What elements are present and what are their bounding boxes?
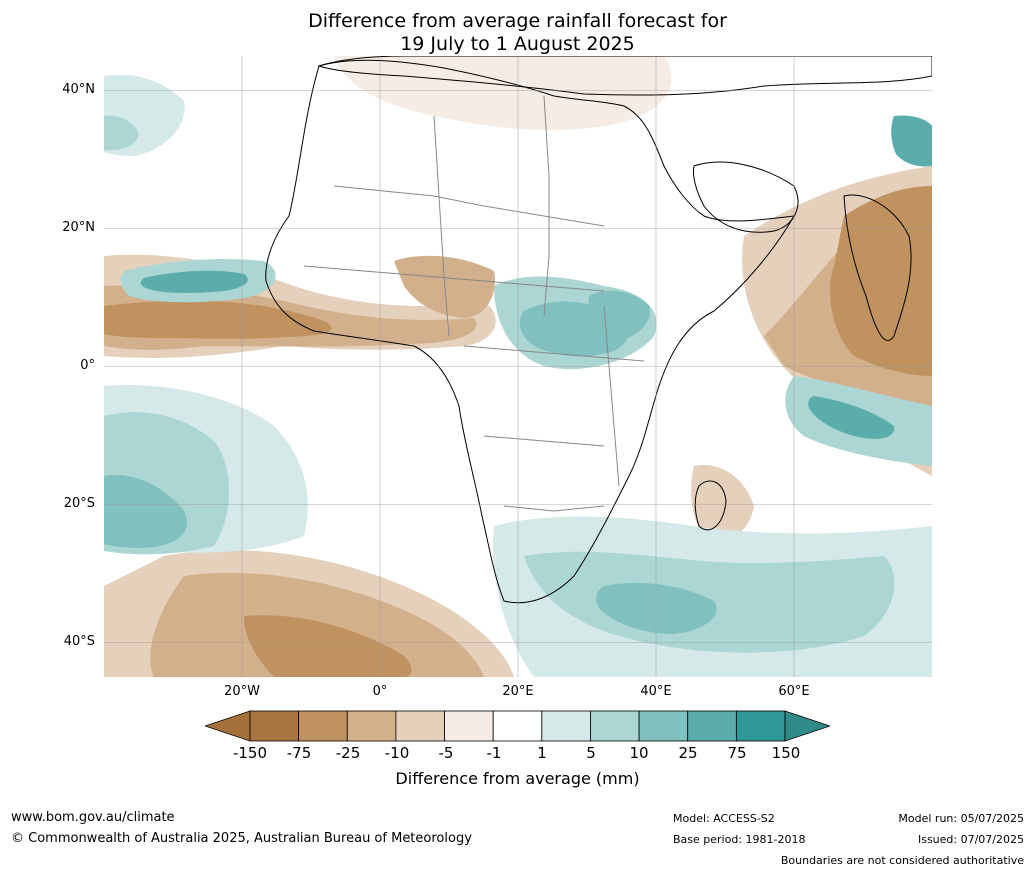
colorbar-segment [346,710,397,742]
footer-model: Model: ACCESS-S2 [673,812,775,825]
wet-north-atlantic-core [104,115,139,151]
dry-arabian-sea-core [830,186,932,376]
border-sahel [303,265,605,292]
dry-south-atlantic-core [244,615,412,677]
colorbar-segment [638,710,689,742]
map-title-line-2: 19 July to 1 August 2025 [400,33,635,55]
footer-website: www.bom.gov.au/climate [11,810,175,825]
footer-issued: Issued: 07/07/2025 [917,833,1024,846]
wet-east-africa [588,290,650,341]
wet-anomaly-areas [104,74,932,677]
india-coastline [843,194,912,341]
coastlines [265,56,932,604]
colorbar-tick: 75 [727,744,747,762]
lat-label-40n: 40°N [62,82,95,97]
colorbar-tick: 150 [771,744,801,762]
colorbar-tick: 10 [629,744,649,762]
wet-south-atlantic-west-core [104,475,188,548]
lon-label-20e: 20°E [502,684,534,699]
border-north-south-2 [543,95,550,317]
footer-copyright: © Commonwealth of Australia 2025, Austra… [11,831,472,846]
colorbar-tick: 25 [678,744,698,762]
colorbar-tick: -25 [335,744,361,762]
rainfall-map [104,56,932,677]
colorbar-extend-low [205,710,251,742]
dry-band-gulf-guinea-core [104,300,332,339]
africa-coastline [265,59,795,604]
lat-label-20n: 20°N [62,220,95,235]
europe-coastline [317,56,932,96]
wet-south-indian-core [596,582,717,634]
colorbar-extend-high [784,710,830,742]
border-sahara [333,185,605,227]
colorbar-legend [205,710,830,742]
lon-label-0: 0° [372,684,388,699]
border-southern-2 [503,505,605,512]
map-title-line-1: Difference from average rainfall forecas… [308,10,727,32]
colorbar-segment [687,710,737,742]
colorbar-segment [444,710,494,742]
madagascar-coastline [694,480,727,531]
graticule [104,56,932,677]
footer-base-period: Base period: 1981-2018 [673,833,806,846]
lon-label-40e: 40°E [640,684,672,699]
border-southern-1 [483,435,605,447]
lat-label-20s: 20°S [63,496,95,511]
colorbar-segment [492,710,543,742]
colorbar-segment [395,710,445,742]
colorbar-segment [590,710,640,742]
colorbar-tick: -10 [384,744,410,762]
dry-mediterranean [334,56,672,131]
colorbar-tick: 1 [537,744,547,762]
border-north-south-1 [433,115,450,337]
country-borders [303,95,645,512]
border-central [463,345,645,362]
lat-label-40s: 40°S [63,634,95,649]
lon-label-20w: 20°W [224,684,260,699]
footer-disclaimer: Boundaries are not considered authoritat… [780,854,1024,867]
colorbar-tick: 5 [586,744,596,762]
wet-indian-ocean-east-core [808,396,895,439]
arabia-coastline [693,161,799,233]
colorbar-segment [735,710,786,742]
wet-west-atlantic-strip-core [140,270,248,294]
colorbar-segment [541,710,591,742]
dry-mozambique-channel [691,465,754,540]
lon-label-60e: 60°E [778,684,810,699]
wet-persia [891,115,932,167]
colorbar-tick: -1 [486,744,502,762]
footer-model-run: Model run: 05/07/2025 [898,812,1024,825]
colorbar-title: Difference from average (mm) [395,769,640,788]
lat-label-equator: 0° [80,358,95,373]
colorbar-tick: -150 [232,744,268,762]
border-east-africa [603,305,620,487]
colorbar-tick: -5 [438,744,454,762]
colorbar-segment [249,710,300,742]
map-canvas [104,56,932,677]
colorbar-tick: -75 [286,744,312,762]
colorbar-segment [298,710,348,742]
